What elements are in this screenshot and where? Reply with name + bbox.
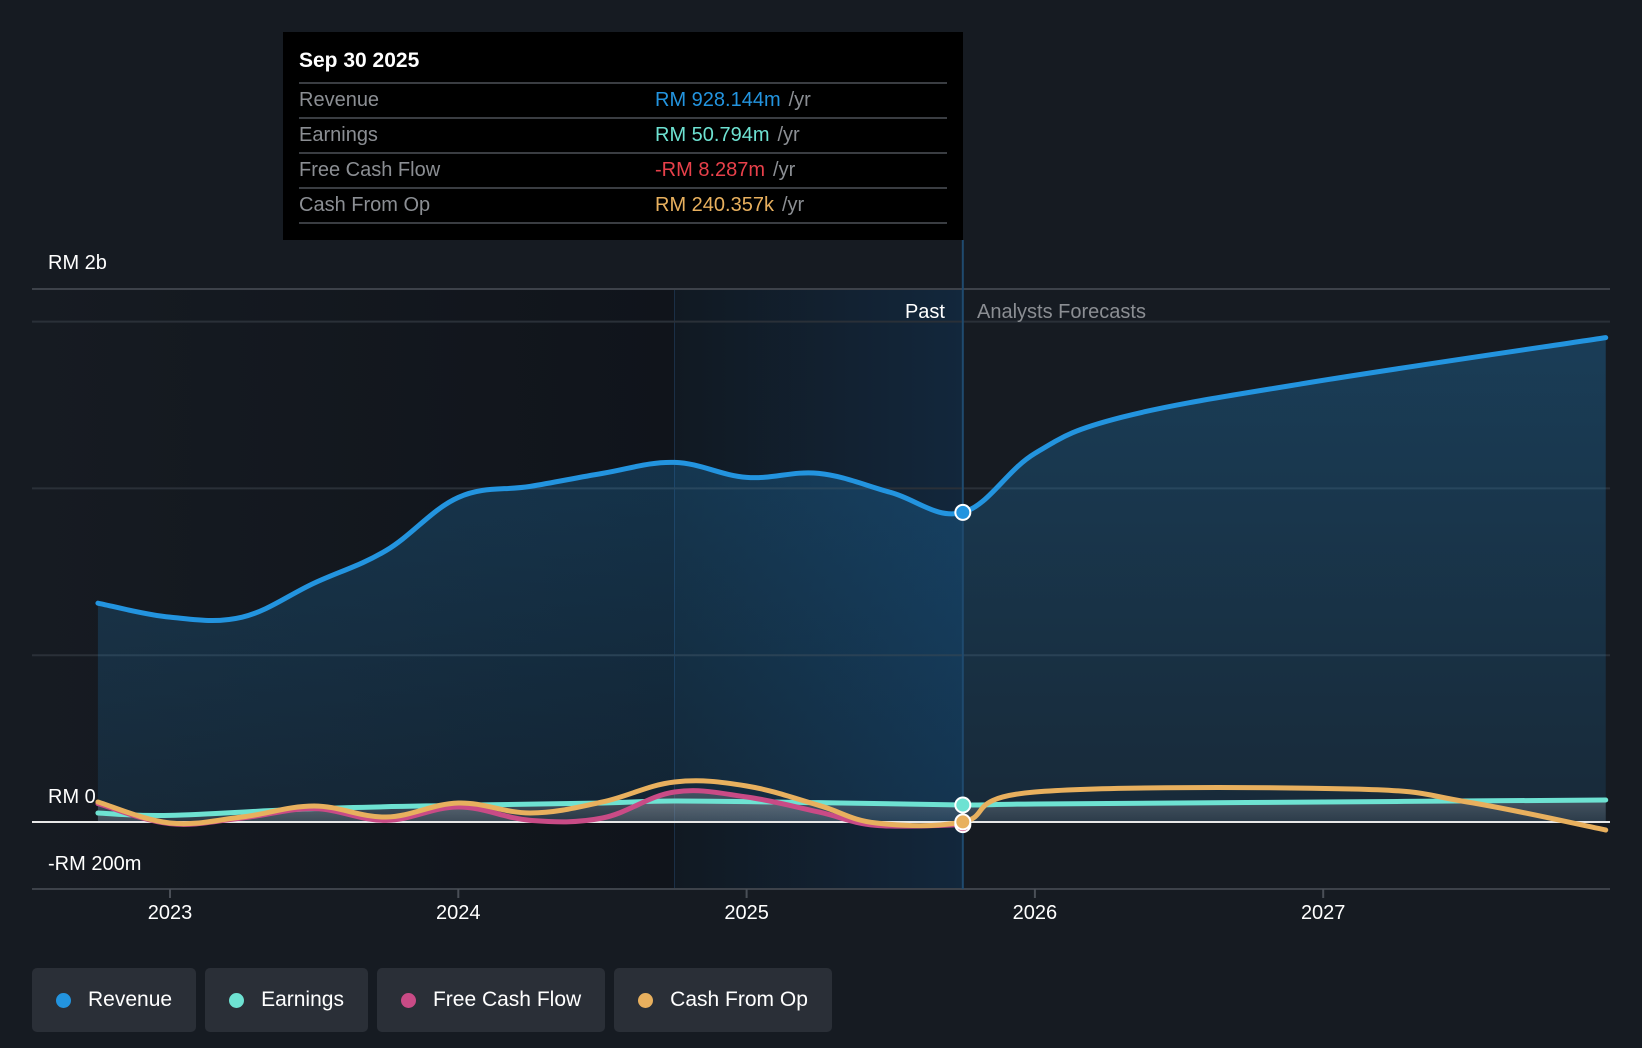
legend-label: Free Cash Flow	[432, 988, 582, 1011]
tooltip-row-cash-from-op: Cash From Op RM 240.357k /yr	[299, 189, 947, 224]
legend-item-earnings[interactable]: Earnings	[205, 968, 368, 1032]
tooltip-unit: /yr	[781, 194, 805, 216]
tooltip-row-revenue: Revenue RM 928.144m /yr	[299, 84, 947, 119]
tooltip-row-earnings: Earnings RM 50.794m /yr	[299, 119, 947, 154]
legend-label: Earnings	[261, 988, 344, 1011]
legend-item-revenue[interactable]: Revenue	[32, 968, 197, 1032]
series-lines	[95, 335, 1609, 833]
legend-label: Cash From Op	[670, 988, 808, 1011]
tooltip-label: Cash From Op	[299, 194, 431, 216]
free-cash-flow-dot-icon	[400, 992, 416, 1008]
tooltip-row-free-cash-flow: Free Cash Flow -RM 8.287m /yr	[299, 154, 947, 189]
tooltip-label: Earnings	[299, 124, 378, 146]
x-axis	[169, 889, 1325, 898]
x-tick-label: 2024	[436, 902, 481, 924]
x-tick-label: 2025	[724, 902, 769, 924]
x-tick-label: 2027	[1300, 902, 1346, 924]
tooltip: Sep 30 2025 Revenue RM 928.144m /yr Earn…	[283, 32, 963, 240]
tooltip-value: RM 50.794m	[655, 124, 770, 146]
revenue-line	[95, 335, 1609, 624]
tooltip-value: RM 240.357k	[655, 194, 774, 216]
cash-from-op-marker	[954, 813, 972, 831]
cash-from-op-line	[95, 778, 1609, 833]
tooltip-label: Free Cash Flow	[299, 159, 441, 181]
tooltip-unit: /yr	[788, 89, 811, 111]
revenue-area	[97, 337, 1606, 822]
series-markers	[954, 503, 972, 834]
cash-from-op-dot-icon	[638, 992, 654, 1008]
legend: Revenue Earnings Free Cash Flow Cash Fro…	[32, 968, 832, 1032]
x-tick-label: 2023	[147, 902, 193, 924]
past-label: Past	[904, 301, 945, 323]
revenue-marker	[954, 503, 972, 521]
tooltip-value: RM 928.144m	[655, 89, 781, 111]
forecast-label: Analysts Forecasts	[977, 301, 1146, 323]
earnings-marker	[954, 796, 972, 814]
tooltip-label: Revenue	[299, 89, 380, 111]
legend-item-cash-from-op[interactable]: Cash From Op	[614, 968, 832, 1032]
revenue-dot-icon	[56, 992, 71, 1008]
tooltip-value: -RM 8.287m	[655, 159, 766, 181]
y-tick-label-zero: RM 0	[48, 786, 96, 808]
tooltip-unit: /yr	[777, 124, 800, 146]
earnings-dot-icon	[229, 992, 245, 1008]
legend-item-free-cash-flow[interactable]: Free Cash Flow	[376, 968, 606, 1032]
tooltip-date: Sep 30 2025	[299, 46, 947, 84]
tooltip-unit: /yr	[773, 159, 796, 181]
legend-label: Revenue	[88, 988, 173, 1011]
x-tick-label: 2026	[1012, 902, 1058, 924]
y-tick-label-bottom: -RM 200m	[48, 853, 142, 875]
y-tick-label-top: RM 2b	[48, 252, 107, 274]
